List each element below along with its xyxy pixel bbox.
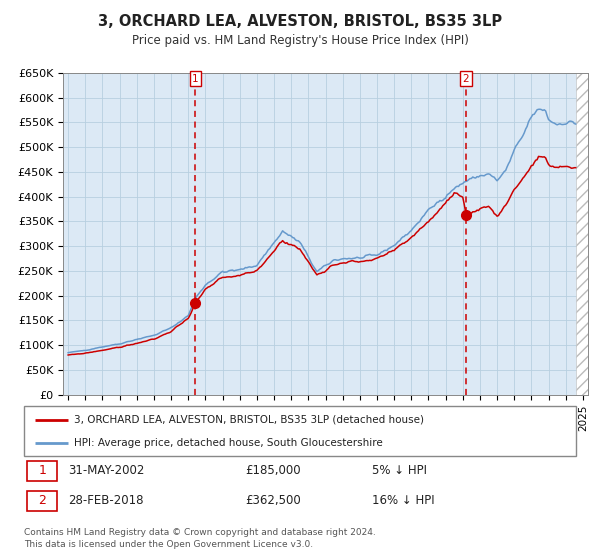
- FancyBboxPatch shape: [24, 406, 576, 456]
- Text: Price paid vs. HM Land Registry's House Price Index (HPI): Price paid vs. HM Land Registry's House …: [131, 34, 469, 46]
- Text: £362,500: £362,500: [245, 494, 301, 507]
- Text: 31-MAY-2002: 31-MAY-2002: [68, 464, 145, 478]
- FancyBboxPatch shape: [27, 491, 57, 511]
- Text: £185,000: £185,000: [245, 464, 301, 478]
- FancyBboxPatch shape: [27, 461, 57, 481]
- Text: 3, ORCHARD LEA, ALVESTON, BRISTOL, BS35 3LP: 3, ORCHARD LEA, ALVESTON, BRISTOL, BS35 …: [98, 14, 502, 29]
- Text: 1: 1: [38, 464, 46, 478]
- Text: 2: 2: [463, 74, 469, 84]
- Text: Contains HM Land Registry data © Crown copyright and database right 2024.: Contains HM Land Registry data © Crown c…: [24, 528, 376, 536]
- Text: 28-FEB-2018: 28-FEB-2018: [68, 494, 143, 507]
- Text: 16% ↓ HPI: 16% ↓ HPI: [372, 494, 434, 507]
- Text: 3, ORCHARD LEA, ALVESTON, BRISTOL, BS35 3LP (detached house): 3, ORCHARD LEA, ALVESTON, BRISTOL, BS35 …: [74, 414, 424, 424]
- Text: This data is licensed under the Open Government Licence v3.0.: This data is licensed under the Open Gov…: [24, 540, 313, 549]
- Text: 1: 1: [192, 74, 199, 84]
- Text: HPI: Average price, detached house, South Gloucestershire: HPI: Average price, detached house, Sout…: [74, 438, 382, 448]
- Text: 2: 2: [38, 494, 46, 507]
- Text: 5% ↓ HPI: 5% ↓ HPI: [372, 464, 427, 478]
